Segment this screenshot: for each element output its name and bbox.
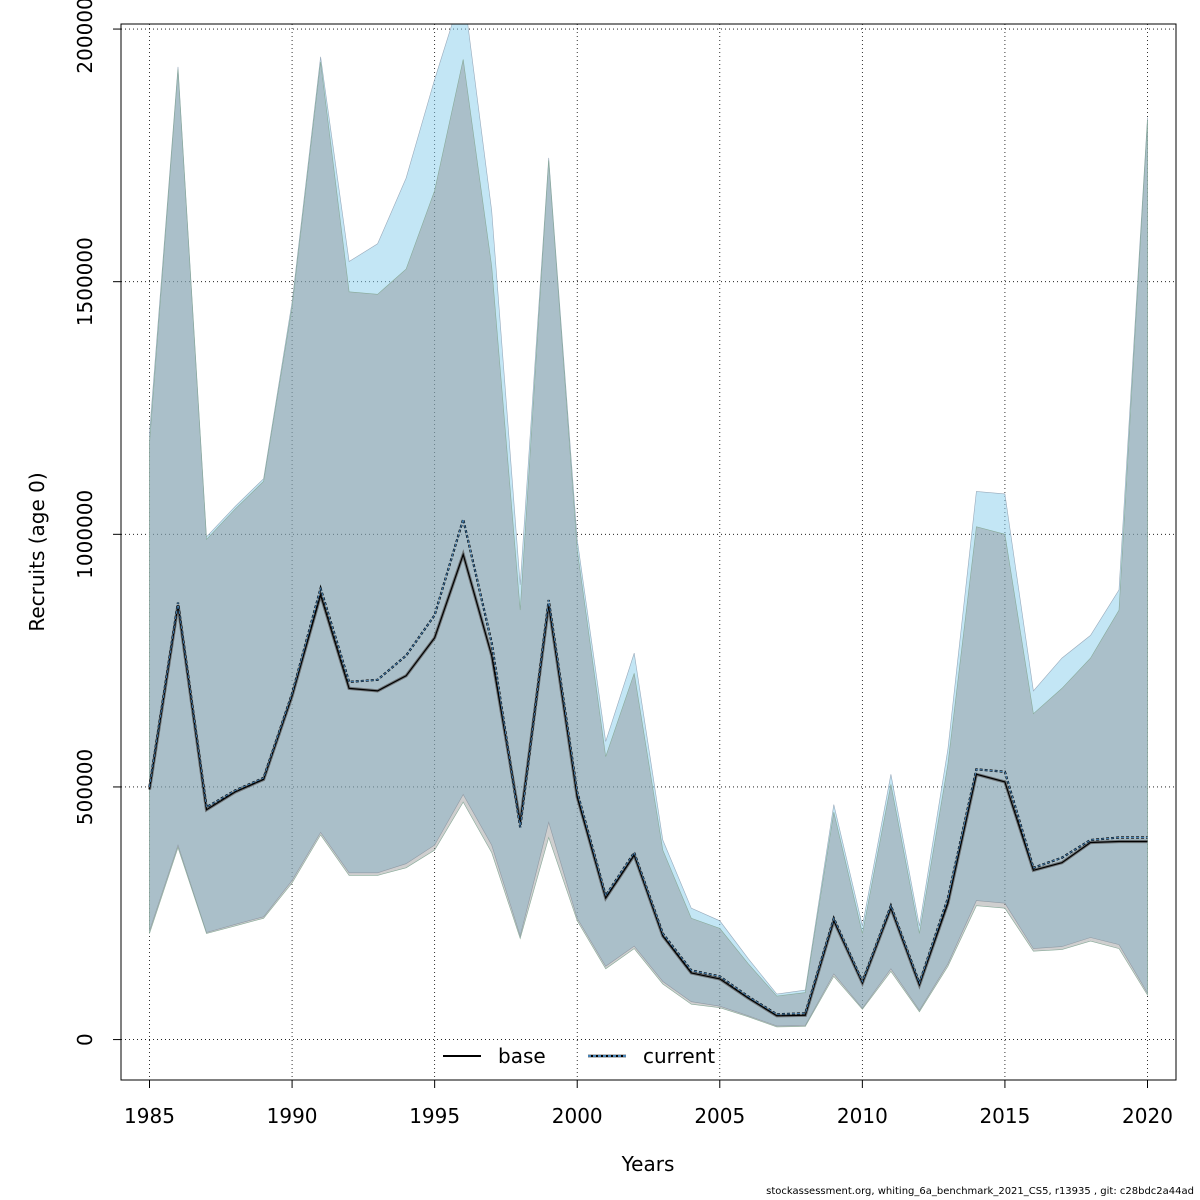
- x-tick-label: 2015: [979, 1104, 1030, 1128]
- plot-frame: [120, 23, 1177, 1081]
- y-tick-label: 1500000: [73, 237, 97, 326]
- y-tick-label: 1000000: [73, 490, 97, 579]
- y-tick-label: 0: [73, 1033, 97, 1046]
- y-axis-title: Recruits (age 0): [25, 472, 49, 631]
- x-tick-label: 2005: [694, 1104, 745, 1128]
- base-confidence-band: [149, 59, 1148, 1028]
- x-tick-label: 1985: [124, 1104, 175, 1128]
- y-tick-label: 500000: [73, 749, 97, 825]
- x-tick-label: 1995: [409, 1104, 460, 1128]
- confidence-bands: [149, 24, 1148, 1028]
- y-axis: 0 500000 1000000 1500000 2000000: [73, 0, 121, 1046]
- current-line: [149, 517, 1148, 1015]
- x-tick-label: 1990: [267, 1104, 318, 1128]
- y-tick-label: 2000000: [73, 0, 97, 74]
- series-lines: [147, 514, 1148, 1018]
- x-tick-label: 2020: [1122, 1104, 1173, 1128]
- x-tick-label: 2010: [837, 1104, 888, 1128]
- x-axis-title: Years: [621, 1152, 675, 1176]
- legend-current-label: current: [643, 1044, 715, 1068]
- legend-base-label: base: [498, 1044, 546, 1068]
- x-axis: 1985 1990 1995 2000 2005 2010 2015 2020: [124, 1080, 1173, 1128]
- x-tick-label: 2000: [552, 1104, 603, 1128]
- footer-note: stockassessment.org, whiting_6a_benchmar…: [766, 1186, 1194, 1197]
- legend: base current: [443, 1044, 715, 1068]
